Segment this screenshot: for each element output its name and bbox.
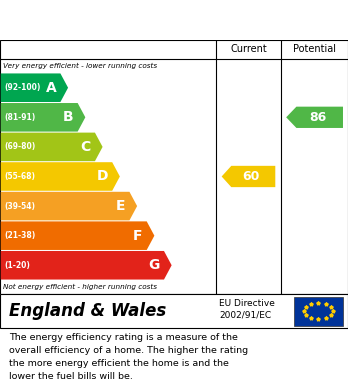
Text: (69-80): (69-80) — [4, 142, 35, 151]
Polygon shape — [1, 103, 85, 132]
Text: A: A — [46, 81, 56, 95]
Polygon shape — [1, 162, 120, 191]
Text: (55-68): (55-68) — [4, 172, 35, 181]
Text: The energy efficiency rating is a measure of the
overall efficiency of a home. T: The energy efficiency rating is a measur… — [9, 334, 248, 381]
Text: Potential: Potential — [293, 45, 336, 54]
Polygon shape — [1, 251, 172, 280]
Text: Very energy efficient - lower running costs: Very energy efficient - lower running co… — [3, 63, 158, 69]
Text: (81-91): (81-91) — [4, 113, 35, 122]
Text: Not energy efficient - higher running costs: Not energy efficient - higher running co… — [3, 284, 158, 290]
Text: (1-20): (1-20) — [4, 261, 30, 270]
Text: 60: 60 — [243, 170, 260, 183]
Text: F: F — [133, 229, 143, 243]
Text: G: G — [149, 258, 160, 272]
Polygon shape — [286, 107, 343, 128]
Text: (21-38): (21-38) — [4, 231, 35, 240]
Text: B: B — [63, 110, 73, 124]
Text: England & Wales: England & Wales — [9, 302, 166, 320]
Polygon shape — [1, 221, 155, 250]
Polygon shape — [1, 74, 68, 102]
Text: (92-100): (92-100) — [4, 83, 41, 92]
Polygon shape — [222, 166, 275, 187]
Text: Current: Current — [230, 45, 267, 54]
Polygon shape — [1, 133, 103, 161]
Polygon shape — [1, 192, 137, 221]
Text: (39-54): (39-54) — [4, 202, 35, 211]
Text: C: C — [80, 140, 91, 154]
Text: 86: 86 — [309, 111, 326, 124]
Bar — [294, 297, 343, 326]
Text: E: E — [116, 199, 125, 213]
Text: Energy Efficiency Rating: Energy Efficiency Rating — [9, 13, 230, 27]
Text: EU Directive
2002/91/EC: EU Directive 2002/91/EC — [219, 299, 275, 320]
Text: D: D — [96, 169, 108, 183]
